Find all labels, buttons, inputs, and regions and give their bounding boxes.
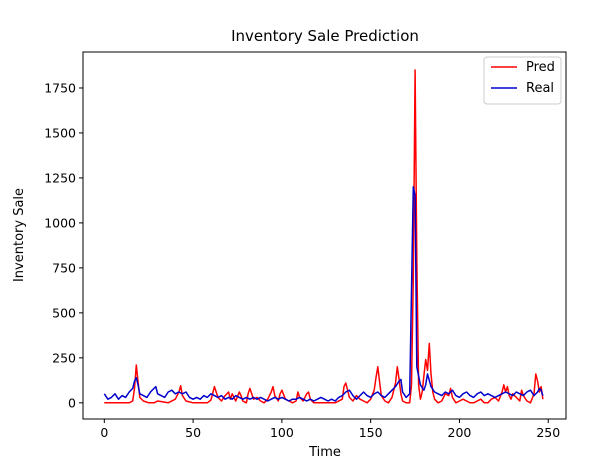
x-axis: 0 50 100 150 200 250 xyxy=(100,419,560,440)
x-tick-label: 0 xyxy=(100,425,108,440)
series-line-pred xyxy=(104,69,544,404)
chart-title: Inventory Sale Prediction xyxy=(231,27,419,45)
y-tick-label: 0 xyxy=(68,395,76,410)
plot-area xyxy=(103,69,544,404)
y-axis-label: Inventory Sale xyxy=(12,188,27,282)
legend-label-real: Real xyxy=(526,81,554,96)
x-tick-label: 100 xyxy=(270,425,294,440)
x-tick-label: 250 xyxy=(536,425,560,440)
legend-label-pred: Pred xyxy=(526,60,555,75)
legend-box xyxy=(483,56,562,105)
x-tick-label: 200 xyxy=(448,425,472,440)
y-tick-label: 250 xyxy=(52,350,76,365)
y-tick-label: 1500 xyxy=(44,125,76,140)
y-tick-label: 500 xyxy=(52,305,76,320)
y-tick-label: 1000 xyxy=(44,215,76,230)
y-tick-label: 1250 xyxy=(44,170,76,185)
x-tick-label: 150 xyxy=(359,425,383,440)
plot-frame xyxy=(82,51,567,420)
x-axis-label: Time xyxy=(308,445,341,460)
series-line-real xyxy=(103,186,544,402)
y-tick-label: 1750 xyxy=(44,80,76,95)
y-tick-label: 750 xyxy=(52,260,76,275)
legend: Pred Real xyxy=(483,56,562,105)
x-tick-label: 50 xyxy=(185,425,201,440)
y-axis: 0 250 500 750 1000 1250 1500 1750 xyxy=(44,80,83,410)
